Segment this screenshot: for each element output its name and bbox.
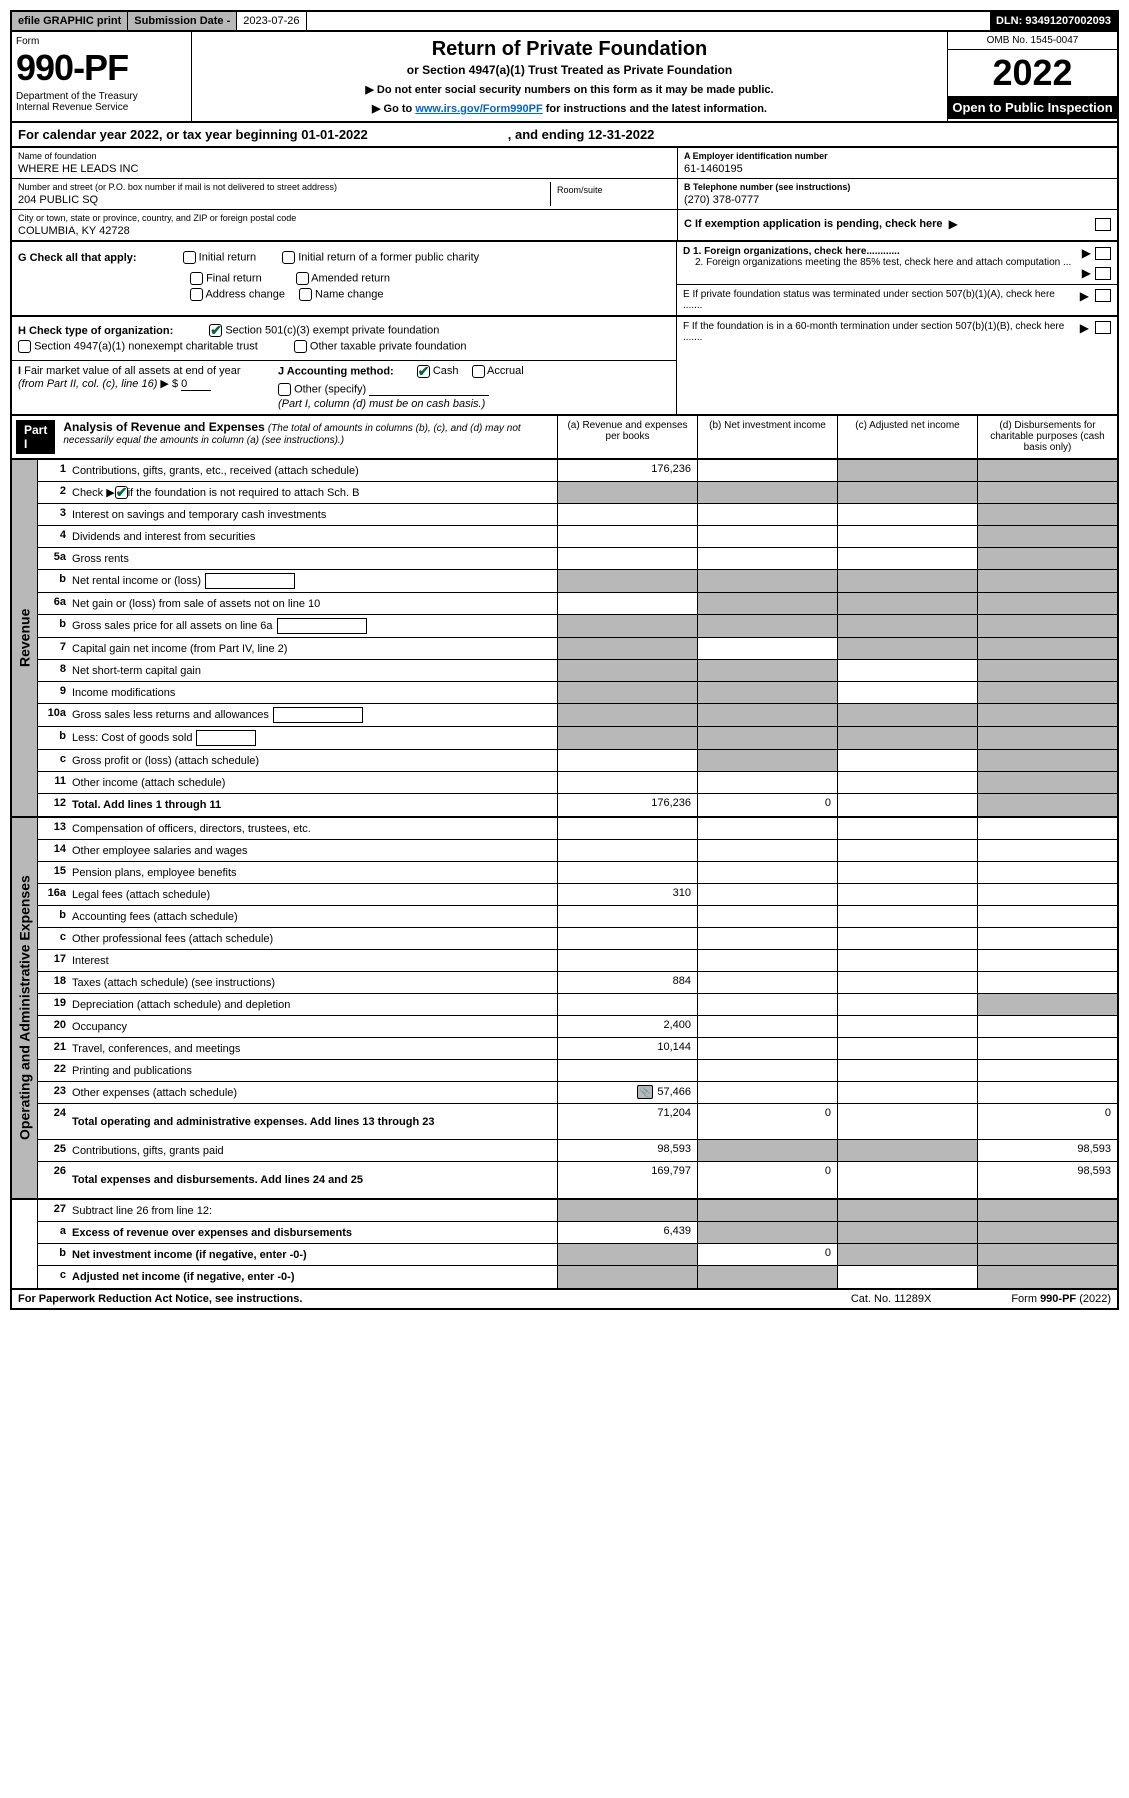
part1-title: Analysis of Revenue and Expenses: [63, 420, 264, 434]
chk-501c3[interactable]: [209, 324, 222, 337]
form-footer-id: Form 990-PF (2022): [1011, 1293, 1111, 1305]
ein-value: 61-1460195: [684, 163, 1111, 175]
open-inspection: Open to Public Inspection: [948, 96, 1117, 119]
f-label: F If the foundation is in a 60-month ter…: [683, 321, 1074, 343]
address: 204 PUBLIC SQ: [18, 194, 550, 206]
chk-accrual[interactable]: [472, 365, 485, 378]
part1-tag: Part I: [16, 420, 55, 454]
chk-initial-return[interactable]: [183, 251, 196, 264]
d2-checkbox[interactable]: [1095, 267, 1111, 280]
paperwork-notice: For Paperwork Reduction Act Notice, see …: [18, 1293, 302, 1305]
warn-link-line: ▶ Go to www.irs.gov/Form990PF for instru…: [202, 102, 937, 115]
department: Department of the Treasury Internal Reve…: [16, 91, 187, 113]
d2-label: 2. Foreign organizations meeting the 85%…: [683, 257, 1071, 268]
col-d-header: (d) Disbursements for charitable purpose…: [978, 416, 1117, 458]
submission-date: 2023-07-26: [237, 12, 306, 30]
part1-header-row: Part I Analysis of Revenue and Expenses …: [10, 416, 1119, 460]
warn-ssn: ▶ Do not enter social security numbers o…: [202, 83, 937, 96]
c-label: C If exemption application is pending, c…: [684, 218, 943, 230]
foundation-name-label: Name of foundation: [18, 151, 671, 161]
checks-section: G Check all that apply: Initial return I…: [10, 242, 1119, 317]
city-value: COLUMBIA, KY 42728: [18, 225, 671, 237]
chk-final-return[interactable]: [190, 272, 203, 285]
form-title: Return of Private Foundation: [202, 38, 937, 61]
col-a-header: (a) Revenue and expenses per books: [558, 416, 698, 458]
top-bar: efile GRAPHIC print Submission Date - 20…: [10, 10, 1119, 32]
city-label: City or town, state or province, country…: [18, 213, 671, 223]
h-label: H Check type of organization:: [18, 325, 173, 337]
chk-sch-b[interactable]: [115, 486, 128, 499]
efile-label: efile GRAPHIC print: [12, 12, 128, 30]
j-label: J Accounting method:: [278, 365, 394, 377]
revenue-side-label: Revenue: [12, 460, 38, 816]
chk-name-change[interactable]: [299, 288, 312, 301]
c-checkbox[interactable]: [1095, 218, 1111, 231]
g-label: G Check all that apply:: [18, 252, 137, 264]
chk-initial-former[interactable]: [282, 251, 295, 264]
j-note: (Part I, column (d) must be on cash basi…: [278, 398, 670, 410]
attach-icon[interactable]: 📎: [637, 1085, 653, 1099]
col-c-header: (c) Adjusted net income: [838, 416, 978, 458]
expenses-grid: Operating and Administrative Expenses 13…: [10, 818, 1119, 1200]
d1-label: D 1. Foreign organizations, check here..…: [683, 246, 900, 257]
submission-label: Submission Date -: [128, 12, 237, 30]
catalog-number: Cat. No. 11289X: [851, 1293, 932, 1305]
phone-label: B Telephone number (see instructions): [684, 182, 1111, 192]
f-checkbox[interactable]: [1095, 321, 1111, 334]
tax-year: 2022: [948, 50, 1117, 96]
d1-checkbox[interactable]: [1095, 247, 1111, 260]
foundation-name: WHERE HE LEADS INC: [18, 163, 671, 175]
chk-4947[interactable]: [18, 340, 31, 353]
phone-value: (270) 378-0777: [684, 194, 1111, 206]
room-label: Room/suite: [557, 185, 665, 195]
chk-other-method[interactable]: [278, 383, 291, 396]
chk-addr-change[interactable]: [190, 288, 203, 301]
omb-number: OMB No. 1545-0047: [948, 32, 1117, 50]
revenue-grid: Revenue 1Contributions, gifts, grants, e…: [10, 460, 1119, 818]
form-label: Form: [16, 36, 187, 47]
col-b-header: (b) Net investment income: [698, 416, 838, 458]
e-checkbox[interactable]: [1095, 289, 1111, 302]
calendar-row: For calendar year 2022, or tax year begi…: [10, 123, 1119, 148]
e-label: E If private foundation status was termi…: [683, 289, 1074, 311]
dln: DLN: 93491207002093: [990, 12, 1117, 30]
line27-grid: 27Subtract line 26 from line 12: aExcess…: [10, 1200, 1119, 1290]
chk-cash[interactable]: [417, 365, 430, 378]
address-label: Number and street (or P.O. box number if…: [18, 182, 550, 192]
page-footer: For Paperwork Reduction Act Notice, see …: [10, 1290, 1119, 1310]
form-subtitle: or Section 4947(a)(1) Trust Treated as P…: [202, 63, 937, 77]
hijf-section: H Check type of organization: Section 50…: [10, 317, 1119, 416]
chk-amended[interactable]: [296, 272, 309, 285]
instructions-link[interactable]: www.irs.gov/Form990PF: [415, 103, 542, 115]
form-number: 990-PF: [16, 47, 187, 89]
i-value: 0: [181, 378, 211, 391]
chk-other-taxable[interactable]: [294, 340, 307, 353]
expenses-side-label: Operating and Administrative Expenses: [12, 818, 38, 1198]
form-header: Form 990-PF Department of the Treasury I…: [10, 32, 1119, 123]
ein-label: A Employer identification number: [684, 151, 1111, 161]
identity-section: Name of foundation WHERE HE LEADS INC Nu…: [10, 148, 1119, 242]
